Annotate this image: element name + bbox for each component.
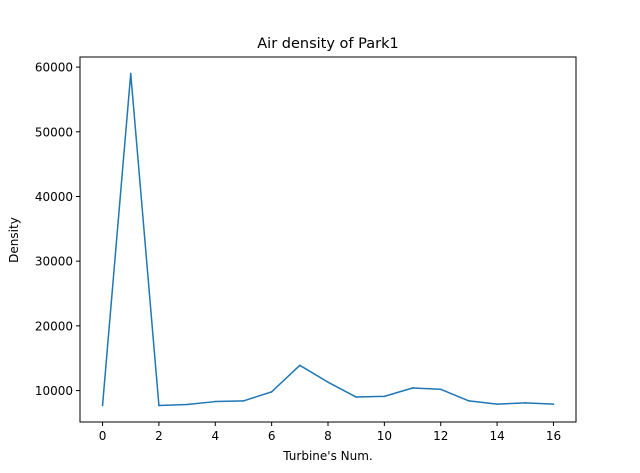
data-point <box>439 388 442 391</box>
data-point <box>327 381 329 383</box>
data-point <box>214 400 217 403</box>
plot-frame <box>79 56 577 423</box>
series-line <box>101 72 554 407</box>
plot-area <box>79 56 577 423</box>
data-point <box>355 396 357 398</box>
x-tick-label: 10 <box>377 429 392 443</box>
y-axis: 10000 20000 30000 40000 50000 60000 <box>35 61 80 398</box>
x-axis: 0 2 4 6 8 10 12 14 16 <box>99 422 561 443</box>
x-tick-label: 4 <box>211 429 219 443</box>
chart-title: Air density of Park1 <box>257 36 398 52</box>
x-tick-label: 8 <box>324 429 332 443</box>
data-point <box>524 402 527 404</box>
data-point <box>101 404 104 407</box>
y-tick-label: 60000 <box>35 61 73 75</box>
y-axis-label: Density <box>7 217 21 263</box>
data-point <box>186 403 188 406</box>
data-point <box>468 400 470 402</box>
data-point <box>299 364 301 367</box>
y-tick-label: 50000 <box>35 125 73 139</box>
y-tick-label: 10000 <box>35 384 73 398</box>
data-point <box>129 72 132 75</box>
data-point <box>496 403 498 405</box>
data-point <box>270 391 273 393</box>
x-tick-label: 14 <box>489 429 504 443</box>
data-point <box>383 395 386 398</box>
y-tick-label: 20000 <box>35 319 73 333</box>
x-tick-label: 12 <box>433 429 448 443</box>
data-point <box>158 404 160 407</box>
x-axis-label: Turbine's Num. <box>282 449 372 463</box>
data-point <box>411 387 414 389</box>
x-tick-label: 2 <box>155 429 163 443</box>
y-tick-label: 30000 <box>35 255 73 269</box>
x-tick-label: 6 <box>268 429 276 443</box>
x-tick-label: 16 <box>546 429 561 443</box>
data-point <box>552 403 555 405</box>
series-group <box>101 72 555 407</box>
y-tick-label: 40000 <box>35 190 73 204</box>
x-tick-label: 0 <box>99 429 107 443</box>
data-point <box>242 400 245 402</box>
